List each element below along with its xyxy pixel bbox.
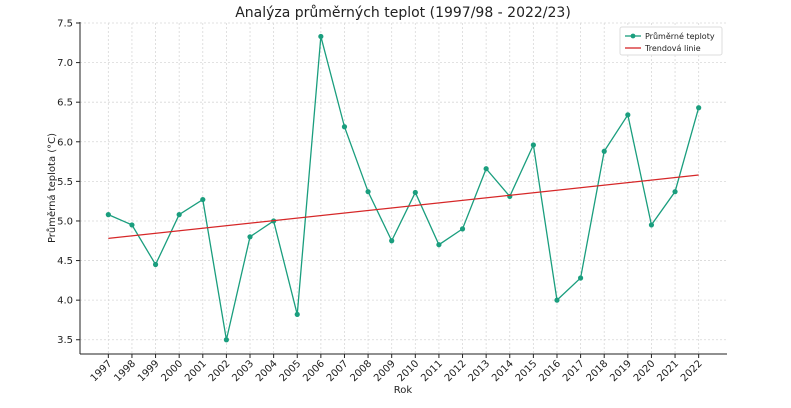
x-axis-label: Rok bbox=[394, 385, 413, 396]
x-tick-label: 2009 bbox=[372, 358, 398, 384]
x-tick-label: 2005 bbox=[278, 358, 304, 384]
x-tick-label: 2011 bbox=[419, 358, 445, 384]
y-tick-label: 4.0 bbox=[57, 296, 73, 307]
data-point bbox=[294, 311, 300, 318]
x-tick-label: 2000 bbox=[160, 358, 186, 384]
data-point bbox=[530, 142, 536, 148]
data-point bbox=[200, 196, 206, 203]
data-point bbox=[601, 148, 607, 154]
data-point bbox=[436, 242, 442, 248]
x-tick-label: 2012 bbox=[443, 358, 469, 384]
y-tick-label: 5.5 bbox=[57, 177, 73, 188]
x-tick-label: 2007 bbox=[325, 358, 351, 384]
y-tick-label: 5.0 bbox=[57, 216, 73, 227]
data-point bbox=[483, 166, 489, 172]
x-tick-label: 2013 bbox=[466, 358, 492, 384]
data-point bbox=[152, 261, 159, 268]
data-point bbox=[129, 222, 135, 228]
data-point bbox=[389, 238, 395, 244]
x-tick-label: 2006 bbox=[301, 358, 327, 384]
x-tick-label: 2001 bbox=[183, 358, 209, 384]
x-tick-label: 2003 bbox=[230, 358, 256, 384]
data-point bbox=[176, 212, 182, 218]
series-line bbox=[108, 174, 699, 240]
x-tick-label: 1998 bbox=[112, 358, 138, 384]
x-tick-label: 1997 bbox=[89, 358, 115, 384]
x-tick-label: 2015 bbox=[514, 358, 540, 384]
data-point bbox=[459, 226, 466, 232]
x-tick-label: 2017 bbox=[561, 358, 587, 384]
data-point bbox=[412, 189, 418, 196]
x-tick-label: 2019 bbox=[608, 358, 634, 384]
x-tick-label: 2020 bbox=[632, 358, 658, 384]
x-tick-label: 1999 bbox=[136, 358, 162, 384]
data-point bbox=[696, 105, 702, 111]
y-tick-label: 4.5 bbox=[57, 256, 73, 267]
y-tick-label: 6.5 bbox=[57, 98, 73, 109]
data-point bbox=[247, 234, 253, 240]
x-tick-label: 2010 bbox=[396, 358, 422, 384]
legend-marker bbox=[630, 33, 636, 39]
y-tick-label: 3.5 bbox=[57, 335, 73, 346]
y-axis-label: Průměrná teplota (°C) bbox=[46, 133, 58, 243]
x-tick-label: 2002 bbox=[207, 358, 233, 384]
x-tick-label: 2016 bbox=[537, 358, 563, 384]
x-tick-label: 2004 bbox=[254, 358, 280, 384]
data-point bbox=[365, 189, 371, 195]
data-point bbox=[318, 33, 324, 40]
data-point bbox=[554, 297, 560, 303]
legend-box bbox=[619, 26, 723, 56]
data-point bbox=[105, 212, 111, 218]
data-point bbox=[577, 275, 584, 281]
y-tick-label: 7.0 bbox=[57, 58, 73, 69]
legend-label: Trendová linie bbox=[644, 44, 701, 53]
chart-title: Analýza průměrných teplot (1997/98 - 202… bbox=[235, 5, 571, 21]
data-point bbox=[223, 337, 230, 343]
series-line bbox=[108, 36, 700, 340]
x-tick-label: 2021 bbox=[655, 358, 681, 384]
data-point bbox=[648, 222, 655, 228]
x-tick-label: 2008 bbox=[348, 358, 374, 384]
legend-label: Průměrné teploty bbox=[645, 31, 715, 41]
x-tick-label: 2022 bbox=[679, 358, 705, 384]
y-tick-label: 6.0 bbox=[57, 137, 73, 148]
data-point bbox=[672, 189, 678, 195]
x-tick-label: 2014 bbox=[490, 358, 516, 384]
x-tick-label: 2018 bbox=[585, 358, 611, 384]
data-point bbox=[341, 124, 348, 130]
y-tick-label: 7.5 bbox=[57, 19, 73, 30]
data-point bbox=[625, 112, 631, 118]
